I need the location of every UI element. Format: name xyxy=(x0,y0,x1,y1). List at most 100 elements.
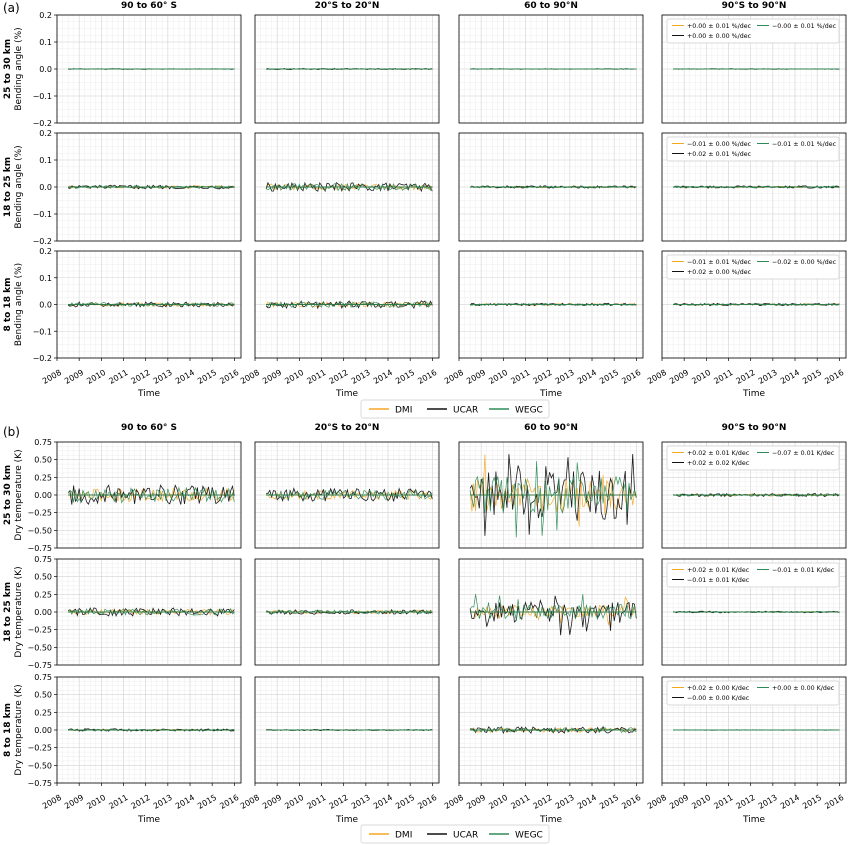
x-tick-label: 2013 xyxy=(554,793,576,811)
series-line-ucar xyxy=(67,484,235,506)
plot-frame xyxy=(254,558,440,666)
x-tick-label: 2012 xyxy=(130,368,152,386)
plot-frame xyxy=(458,14,644,124)
x-tick-label: 2009 xyxy=(63,793,85,811)
plot-frame xyxy=(661,676,847,784)
series-line-ucar xyxy=(266,487,433,502)
x-tick-label: 2008 xyxy=(443,793,465,811)
legend-label: UCAR xyxy=(453,406,478,416)
row-label: 25 to 30 km xyxy=(3,39,13,99)
x-tick-label: 2012 xyxy=(735,368,757,386)
x-tick-label: 2015 xyxy=(196,793,218,811)
trend-value: −0.07 ± 0.01 K/dec xyxy=(772,450,835,457)
column-title: 90 to 60° S xyxy=(121,423,177,433)
trend-legend-box xyxy=(666,136,840,162)
legend-label: UCAR xyxy=(453,831,478,841)
series-line-wegc xyxy=(68,302,235,307)
x-tick-label: 2009 xyxy=(63,368,85,386)
trend-value: +0.00 ± 0.01 %/dec xyxy=(687,23,752,30)
x-tick-label: 2008 xyxy=(646,793,668,811)
y-tick-label: −0.1 xyxy=(33,327,52,336)
series-line-wegc xyxy=(673,493,840,497)
series-line-wegc xyxy=(470,726,637,734)
x-axis-label: Time xyxy=(539,815,562,825)
row-label: 18 to 25 km xyxy=(3,157,13,217)
x-tick-label: 2014 xyxy=(576,793,598,811)
y-tick-label: 0.25 xyxy=(34,708,52,717)
trend-value: −0.00 ± 0.01 %/dec xyxy=(772,23,837,30)
series-line-wegc xyxy=(265,300,433,309)
x-axis-label: Time xyxy=(335,389,358,399)
x-tick-label: 2012 xyxy=(532,368,554,386)
x-tick-label: 2013 xyxy=(554,368,576,386)
series-line-dmi xyxy=(469,596,637,626)
trend-legend-box xyxy=(666,445,840,471)
legend-label: WEGC xyxy=(515,831,543,841)
trend-value: +0.02 ± 0.00 K/dec xyxy=(687,685,750,692)
plot-frame xyxy=(458,250,644,359)
column-title: 90°S to 90°N xyxy=(722,423,787,433)
column-title: 90 to 60° S xyxy=(121,1,177,11)
trend-value: −0.01 ± 0.01 %/dec xyxy=(687,259,752,266)
x-tick-label: 2008 xyxy=(239,368,261,386)
y-tick-label: −0.25 xyxy=(27,509,52,518)
row-label: 25 to 30 km xyxy=(3,465,13,525)
x-tick-label: 2014 xyxy=(174,368,196,386)
column-title: 60 to 90°N xyxy=(524,423,578,433)
row-label: 18 to 25 km xyxy=(3,582,13,642)
y-tick-label: 0.1 xyxy=(39,156,52,165)
legend-box xyxy=(360,824,550,844)
x-tick-label: 2009 xyxy=(465,793,487,811)
x-axis-label: Time xyxy=(137,815,160,825)
trend-value: +0.02 ± 0.01 K/dec xyxy=(687,567,750,574)
y-tick-label: 0.0 xyxy=(39,65,52,74)
y-tick-label: 0.2 xyxy=(39,129,52,138)
y-tick-label: −0.2 xyxy=(33,237,52,246)
y-tick-label: −0.50 xyxy=(27,526,52,535)
x-tick-label: 2009 xyxy=(261,793,283,811)
column-title: 20°S to 20°N xyxy=(315,1,380,11)
x-tick-label: 2010 xyxy=(690,368,712,386)
x-tick-label: 2011 xyxy=(509,368,531,386)
x-tick-label: 2013 xyxy=(152,793,174,811)
x-tick-label: 2008 xyxy=(646,368,668,386)
y-tick-label: 0.75 xyxy=(34,673,52,682)
plot-frame xyxy=(254,132,440,242)
legend-label: WEGC xyxy=(515,406,543,416)
x-tick-label: 2016 xyxy=(416,368,438,386)
y-tick-label: −0.75 xyxy=(27,779,52,788)
x-tick-label: 2012 xyxy=(328,368,350,386)
trend-legend-box xyxy=(666,562,840,588)
trend-value: +0.02 ± 0.01 %/dec xyxy=(687,151,752,158)
x-tick-label: 2013 xyxy=(350,793,372,811)
plot-frame xyxy=(661,250,847,359)
y-tick-label: 0.1 xyxy=(39,274,52,283)
trend-value: +0.02 ± 0.00 %/dec xyxy=(687,269,752,276)
x-tick-label: 2010 xyxy=(487,368,509,386)
y-tick-label: −0.2 xyxy=(33,354,52,363)
x-tick-label: 2014 xyxy=(372,368,394,386)
y-tick-label: 0.1 xyxy=(39,38,52,47)
x-tick-label: 2008 xyxy=(41,793,63,811)
y-tick-label: −0.1 xyxy=(33,92,52,101)
x-tick-label: 2015 xyxy=(394,793,416,811)
trend-value: +0.02 ± 0.02 K/dec xyxy=(687,460,750,467)
x-tick-label: 2008 xyxy=(41,368,63,386)
x-tick-label: 2011 xyxy=(712,368,734,386)
column-title: 90°S to 90°N xyxy=(722,1,787,11)
plot-frame xyxy=(254,14,440,124)
y-tick-label: 0.0 xyxy=(39,183,52,192)
trend-value: +0.00 ± 0.00 %/dec xyxy=(687,33,752,40)
legend-label: DMI xyxy=(395,831,412,841)
y-tick-label: 0.00 xyxy=(34,608,52,617)
x-tick-label: 2009 xyxy=(668,793,690,811)
y-tick-label: 0.0 xyxy=(39,301,52,310)
x-tick-label: 2010 xyxy=(283,793,305,811)
trend-legend-box xyxy=(666,254,840,280)
x-tick-label: 2011 xyxy=(509,793,531,811)
y-tick-label: −0.50 xyxy=(27,761,52,770)
series-line-wegc xyxy=(67,486,235,504)
x-tick-label: 2010 xyxy=(85,368,107,386)
y-tick-label: −0.2 xyxy=(33,119,52,128)
